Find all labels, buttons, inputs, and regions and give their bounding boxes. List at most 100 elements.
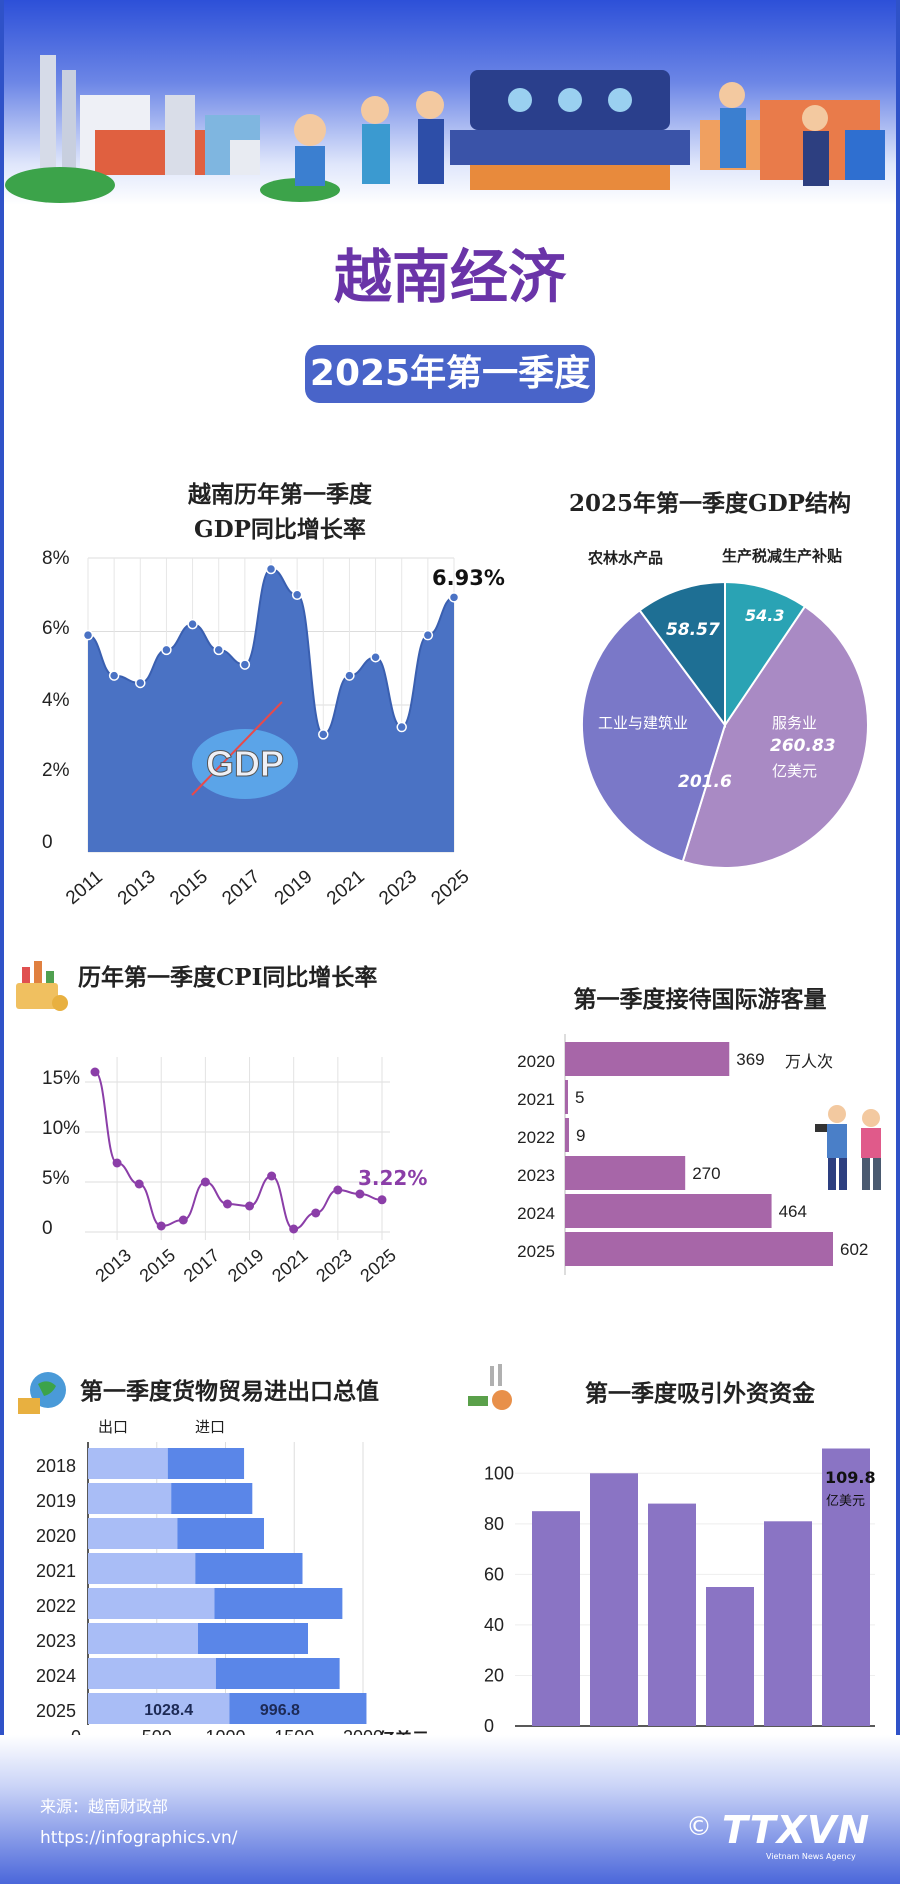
pie-slice [724,580,807,729]
right-border [896,0,900,1884]
pie-unit: 亿美元 [772,762,818,780]
trade-import-bar [229,1693,367,1724]
trade-export-bar [88,1658,216,1689]
pie-value-services: 260.83 [770,736,836,756]
tourists-title: 第一季度接待国际游客量 [573,986,827,1013]
gdp-growth-title-line2: GDP同比增长率 [194,516,366,543]
travelers-illustration [815,1105,881,1190]
cpi-y-tick: 5% [42,1168,70,1189]
cpi-point [222,1199,232,1209]
trade-icon [18,1372,66,1414]
pie-slice [581,608,727,863]
trade-import-bar [167,1448,245,1479]
page-title: 越南经济 [333,243,566,311]
gdp-x-tick: 2011 [62,867,107,909]
cpi-point [134,1179,144,1189]
left-border [0,0,4,1884]
trade-import-bar [215,1658,340,1689]
trade-import-bar [198,1623,308,1654]
tourists-bar [565,1232,833,1266]
tourists-year-label: 2021 [517,1090,555,1109]
gdp-point [161,644,172,656]
gdp-x-tick: 2015 [166,866,212,909]
gdp-point [108,670,120,681]
gdp-point [239,659,251,670]
fdi-y-tick: 60 [484,1564,504,1584]
fdi-bar [532,1511,580,1726]
cpi-line [94,1071,383,1231]
gdp-point [291,589,303,600]
trade-year-label: 2025 [36,1701,76,1721]
tourists-bar [565,1194,772,1228]
cpi-x-tick: 2025 [356,1245,400,1286]
factory-illustration [5,55,885,203]
gdp-x-tick: 2019 [271,866,317,909]
trade-import-bar [177,1518,264,1549]
agency-logo-subtitle: Vietnam News Agency [766,1852,856,1861]
trade-title: 第一季度货物贸易进出口总值 [80,1378,379,1405]
tourists-year-label: 2024 [517,1204,555,1223]
tourists-value-label: 464 [779,1202,807,1221]
gdp-badge-arrow [191,701,283,796]
cpi-chart: 2013 2015 2017 2019 2021 2023 2025 [85,1057,400,1286]
cpi-point [90,1067,100,1077]
gdp-growth-title-line1: 越南历年第一季度 [188,481,372,508]
fdi-icon [468,1364,512,1410]
tourists-year-label: 2022 [517,1128,555,1147]
tourists-unit: 万人次 [785,1052,834,1071]
cpi-point [112,1158,122,1168]
gdp-line [87,568,455,736]
fdi-callout-unit: 亿美元 [826,1494,866,1509]
trade-export-bar [88,1693,230,1724]
pie-label-industry: 工业与建筑业 [598,714,689,732]
cpi-point [245,1201,255,1211]
gdp-point [396,721,407,733]
site-url[interactable]: https://infographics.vn/ [40,1828,238,1848]
fdi-y-tick: 100 [484,1463,514,1483]
gdp-point [82,629,94,641]
fdi-bar [706,1587,754,1726]
cpi-x-tick: 2023 [312,1245,356,1286]
gdp-point [318,729,329,740]
cpi-y-tick: 15% [42,1068,81,1089]
gdp-x-tick: 2013 [114,866,160,909]
trade-x-tick: 0 [71,1727,81,1740]
gdp-structure-pie [581,580,869,869]
source-note: 来源：越南财政部 [40,1797,169,1816]
fdi-y-tick: 80 [484,1514,504,1534]
tourists-bar [565,1118,570,1152]
gdp-y-tick: 2% [42,760,70,781]
gdp-point [265,563,277,575]
copyright-icon: © [686,1812,712,1842]
gdp-y-tick: 0 [42,832,53,853]
fdi-y-tick: 20 [484,1665,504,1685]
gdp-point [213,644,224,656]
trade-export-bar [88,1518,178,1549]
pie-label-agriculture: 农林水产品 [588,549,664,567]
pie-value-agriculture: 58.57 [666,620,720,640]
cpi-point [355,1189,365,1199]
cpi-point [311,1208,321,1218]
trade-year-label: 2018 [36,1456,76,1476]
gdp-callout-value: 6.93% [432,566,505,590]
cpi-y-tick: 0 [42,1218,53,1239]
trade-legend-import: 进口 [195,1418,226,1436]
cpi-x-tick: 2021 [268,1245,312,1286]
tourists-chart: 2020 369 2021 5 2022 9 2023 270 2024 464 2025 602 [517,1034,868,1275]
gdp-point [448,592,460,603]
pie-value-tax: 54.3 [745,606,785,625]
pie-slice [638,580,726,729]
fdi-bar [764,1521,812,1726]
agency-logo: TTXVN [722,1808,871,1852]
gdp-point [135,677,146,689]
fdi-y-tick: 40 [484,1615,504,1635]
cpi-y-tick: 10% [42,1118,81,1139]
gdp-x-tick: 2023 [375,866,421,909]
trade-export-2025-label: 1028.4 [144,1702,193,1719]
trade-import-bar [195,1553,303,1584]
trade-export-bar [88,1553,196,1584]
tourists-bar [565,1042,730,1076]
pie-value-industry: 201.6 [678,772,732,792]
gdp-structure-title: 2025年第一季度GDP结构 [569,490,851,517]
cpi-icon [16,961,68,1011]
